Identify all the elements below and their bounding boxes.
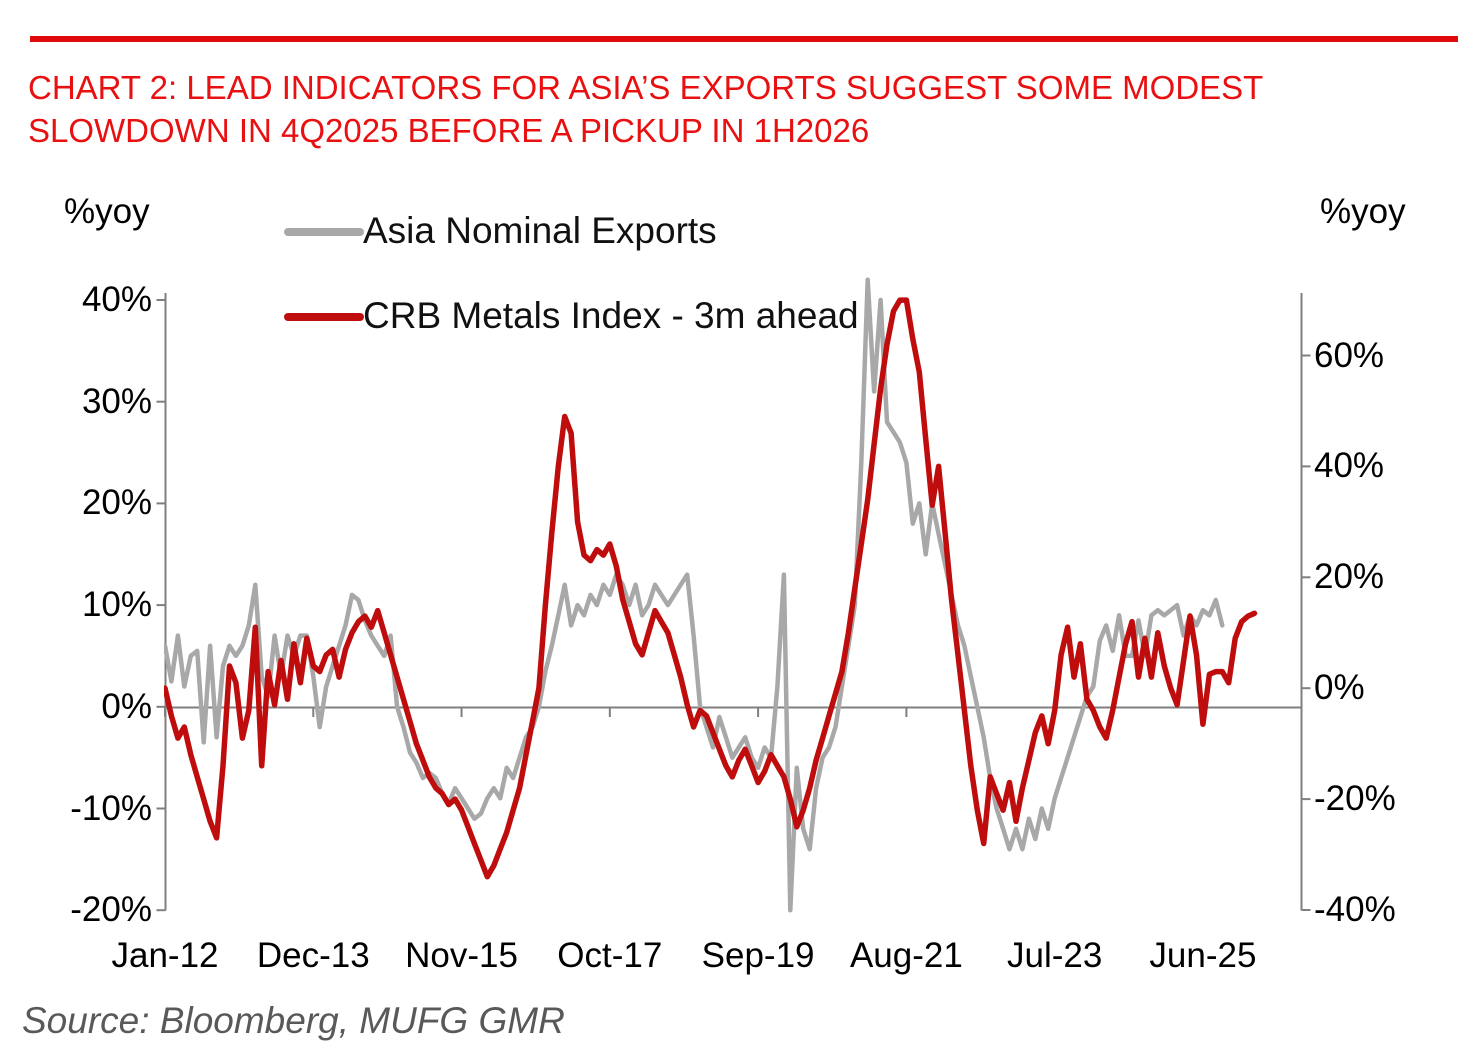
y-axis-right-tick-label: -40% <box>1314 890 1396 929</box>
x-axis-tick-label: Oct-17 <box>557 936 663 975</box>
axes-layer <box>156 293 1311 912</box>
x-axis-tick-label: Nov-15 <box>405 936 518 975</box>
x-axis-tick-label: Dec-13 <box>256 936 370 975</box>
y-axis-left-tick-label: 30% <box>81 381 152 421</box>
legend-line-sample-red <box>284 313 364 321</box>
page-title-line1: CHART 2: LEAD INDICATORS FOR ASIA’S EXPO… <box>28 69 1264 106</box>
x-axis-tick-label: Jul-23 <box>1006 936 1103 975</box>
top-rule <box>30 36 1458 42</box>
x-axis-tick-label: Jun-25 <box>1149 936 1257 975</box>
legend-label-asia-exports: Asia Nominal Exports <box>363 210 717 251</box>
y-axis-left-tick-label: -20% <box>70 890 152 930</box>
legend-label-crb-metals: CRB Metals Index - 3m ahead <box>363 295 859 336</box>
y-axis-right-tick-label: 40% <box>1314 446 1385 486</box>
y-axis-left-tick-label: 20% <box>81 483 152 523</box>
page-title: CHART 2: LEAD INDICATORS FOR ASIA’S EXPO… <box>28 66 1448 152</box>
y-axis-right-tick-label: 20% <box>1314 557 1385 597</box>
right-axis-unit-label: %yoy <box>1320 192 1406 231</box>
x-axis-tick-label: Sep-19 <box>701 936 815 975</box>
page-title-line2: SLOWDOWN IN 4Q2025 BEFORE A PICKUP IN 1H… <box>28 112 870 149</box>
y-axis-left-tick-label: 0% <box>101 686 152 726</box>
y-axis-left-tick-label: 10% <box>81 585 152 625</box>
x-axis-tick-label: Aug-21 <box>849 936 963 975</box>
series-line-asia-exports <box>164 277 1225 913</box>
source-note: Source: Bloomberg, MUFG GMR <box>22 1000 565 1041</box>
left-axis-unit-label: %yoy <box>64 192 150 231</box>
series-layer <box>164 277 1258 913</box>
series-line-crb-metals <box>164 297 1258 880</box>
y-axis-right-tick-label: 60% <box>1314 335 1385 375</box>
y-axis-left-tick-label: 40% <box>81 280 152 319</box>
legend-line-sample-gray <box>284 228 364 236</box>
y-axis-left-tick-label: -10% <box>70 788 152 828</box>
y-axis-right-tick-label: 0% <box>1314 668 1365 708</box>
y-axis-right-tick-label: -20% <box>1314 779 1396 819</box>
x-axis-tick-label: Jan-12 <box>111 936 219 975</box>
